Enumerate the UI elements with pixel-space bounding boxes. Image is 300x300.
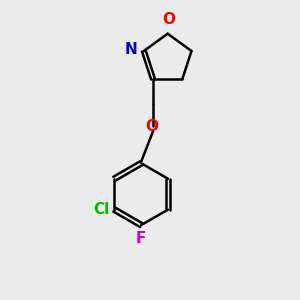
Text: Cl: Cl [93, 202, 109, 217]
Text: O: O [145, 118, 158, 134]
Text: N: N [124, 42, 137, 57]
Text: F: F [136, 231, 146, 246]
Text: O: O [163, 12, 176, 27]
